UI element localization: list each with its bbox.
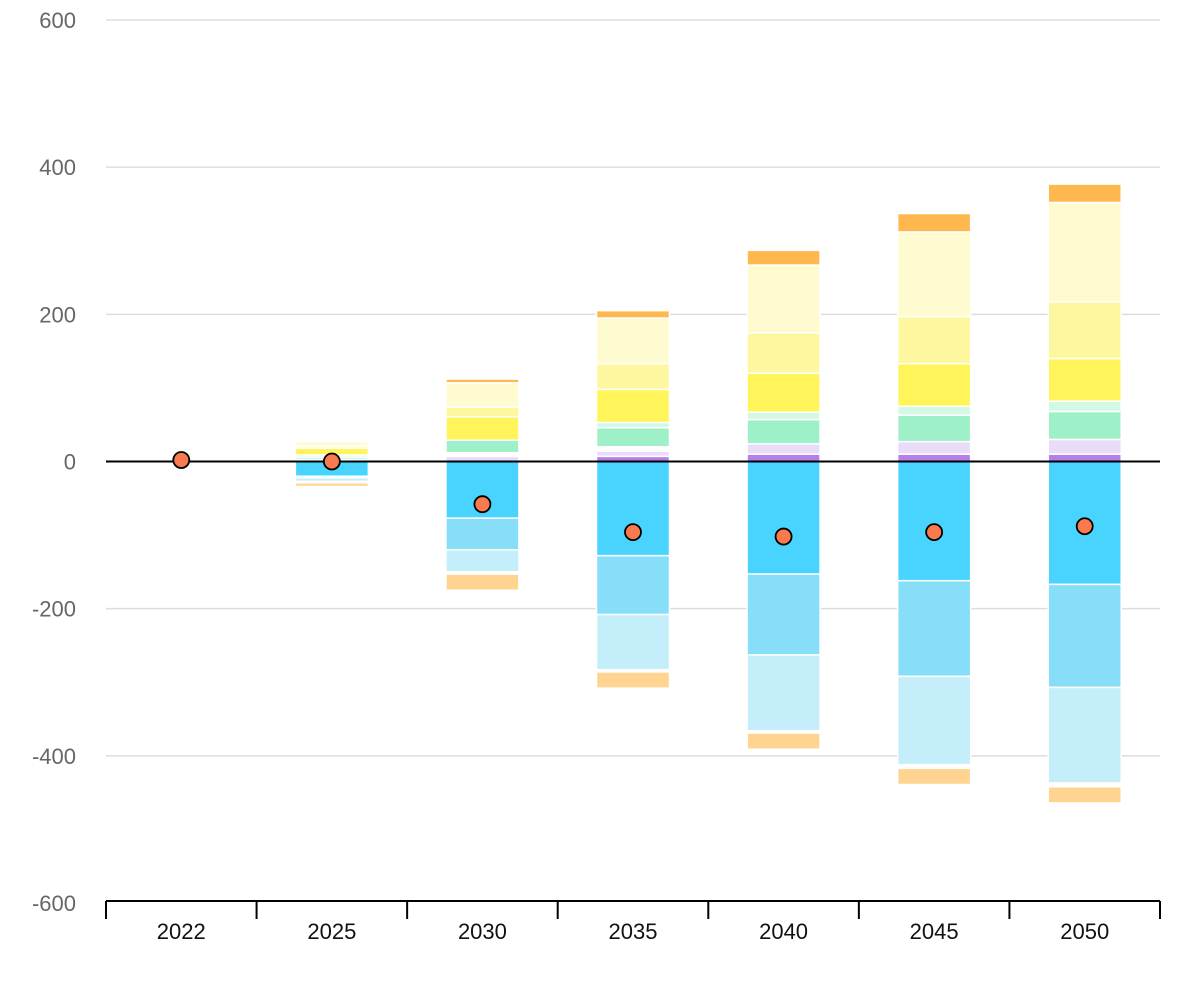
net-marker [172, 451, 191, 469]
y-tick-label: 400 [39, 155, 76, 180]
bar-segment [746, 264, 821, 334]
x-tick-label: 2045 [910, 919, 959, 944]
bars [294, 183, 1122, 804]
bar-segment [896, 460, 972, 582]
bar-segment [595, 671, 671, 689]
x-tick-label: 2050 [1060, 919, 1109, 944]
y-tick-label: 200 [39, 302, 76, 327]
bar-segment [445, 378, 520, 384]
bar-segment [1047, 438, 1122, 455]
bar-segment [896, 414, 972, 443]
bar-segment [896, 579, 972, 678]
y-tick-label: 0 [64, 450, 76, 475]
net-marker [1075, 517, 1094, 536]
bar-segment [445, 415, 520, 441]
bar-segment [896, 440, 972, 455]
bar-segment [445, 573, 520, 592]
bar-segment [896, 767, 972, 786]
bar-segment [1047, 686, 1122, 784]
x-tick-label: 2025 [307, 919, 356, 944]
bar-segment [1047, 583, 1122, 689]
bar-segment [595, 362, 671, 391]
bar-segment [1047, 301, 1122, 360]
net-markers [172, 451, 1094, 546]
bar-segment [746, 654, 821, 732]
x-axis: 2022 2025 2030 2035 2040 2045 2050 [105, 900, 1161, 944]
bar-segment [595, 317, 671, 365]
bar-segment [896, 453, 972, 463]
x-tick-label: 2030 [458, 919, 507, 944]
y-tick-label: -200 [32, 597, 76, 622]
bar-segment [1047, 201, 1122, 303]
bar-segment [595, 421, 671, 429]
bar-segment [294, 440, 370, 447]
net-marker [322, 452, 341, 471]
net-marker [774, 527, 793, 546]
bar-segment [746, 331, 821, 374]
bar-segment [746, 443, 821, 455]
bar-segment [746, 372, 821, 413]
bar-segment [746, 460, 821, 575]
y-tick-label: -400 [32, 744, 76, 769]
bar-segment [896, 231, 972, 318]
bar-segment [746, 411, 821, 421]
bar-segment [445, 406, 520, 418]
bar-segment [445, 517, 520, 551]
bar-segment [896, 675, 972, 766]
x-tick-label: 2040 [759, 919, 808, 944]
bar-segment [294, 482, 370, 488]
x-tick-label: 2035 [609, 919, 658, 944]
y-tick-label: -600 [32, 891, 76, 916]
bar-segment [896, 405, 972, 416]
bar-segment [746, 453, 821, 463]
bar-segment [1047, 357, 1122, 402]
bar-segment [746, 249, 821, 266]
bar-segment [595, 613, 671, 671]
bar-segment [595, 388, 671, 424]
bar-segment [896, 315, 972, 365]
bar-segment [445, 382, 520, 408]
bar-segment [595, 426, 671, 448]
bar-segment [1047, 453, 1122, 463]
bar-segment [746, 418, 821, 445]
bar-segment [1047, 183, 1122, 204]
bar-segment [746, 573, 821, 656]
bar-segment [595, 460, 671, 557]
bar-segment [445, 439, 520, 454]
bar-segment [1047, 785, 1122, 804]
net-marker [624, 523, 642, 542]
net-marker [925, 523, 944, 542]
y-axis-ticks: 600 400 200 0 -200 -400 -600 [32, 8, 76, 916]
net-marker [473, 495, 492, 514]
bar-segment [746, 732, 821, 750]
bar-segment [445, 549, 520, 573]
y-tick-label: 600 [39, 8, 76, 33]
bar-segment [595, 450, 671, 458]
bar-segment [1047, 410, 1122, 441]
bar-segment [1047, 400, 1122, 413]
bar-segment [896, 362, 972, 408]
bar-segment [595, 554, 671, 616]
bar-segment [595, 309, 671, 319]
bar-segment [896, 212, 972, 233]
x-tick-label: 2022 [157, 919, 206, 944]
